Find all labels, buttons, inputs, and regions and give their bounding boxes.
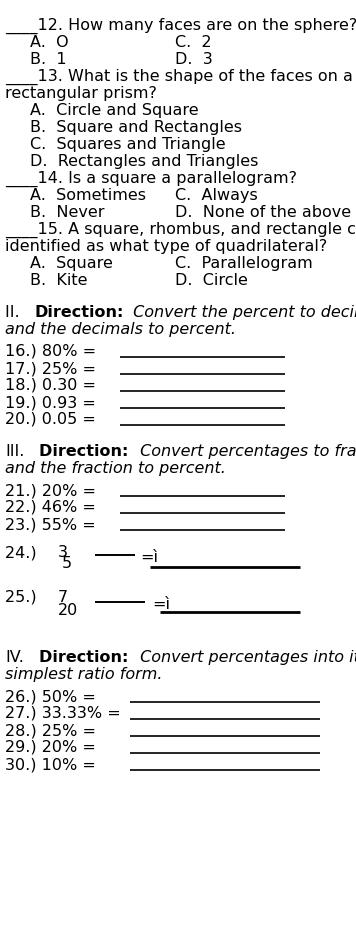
Text: 17.) 25% =: 17.) 25% =	[5, 361, 101, 376]
Text: Direction:: Direction:	[35, 305, 124, 320]
Text: B.  1: B. 1	[30, 52, 67, 67]
Text: A.  Circle and Square: A. Circle and Square	[30, 103, 199, 118]
Text: 16.) 80% =: 16.) 80% =	[5, 344, 101, 359]
Text: 22.) 46% =: 22.) 46% =	[5, 500, 101, 515]
Text: D.  Rectangles and Triangles: D. Rectangles and Triangles	[30, 154, 258, 169]
Text: ____13. What is the shape of the faces on a: ____13. What is the shape of the faces o…	[5, 69, 353, 85]
Text: A.  Square: A. Square	[30, 256, 113, 271]
Text: Direction:: Direction:	[39, 650, 134, 665]
Text: =ì: =ì	[152, 597, 170, 612]
Text: Convert the percent to decimals: Convert the percent to decimals	[128, 305, 356, 320]
Text: ____14. Is a square a parallelogram?: ____14. Is a square a parallelogram?	[5, 171, 297, 187]
Text: B.  Kite: B. Kite	[30, 273, 88, 288]
Text: B.  Never: B. Never	[30, 205, 105, 220]
Text: A.  O: A. O	[30, 35, 69, 50]
Text: 18.) 0.30 =: 18.) 0.30 =	[5, 378, 101, 393]
Text: identified as what type of quadrilateral?: identified as what type of quadrilateral…	[5, 239, 327, 254]
Text: ____15. A square, rhombus, and rectangle can be: ____15. A square, rhombus, and rectangle…	[5, 222, 356, 238]
Text: III.: III.	[5, 444, 24, 459]
Text: A.  Sometimes: A. Sometimes	[30, 188, 146, 203]
Text: 5: 5	[62, 556, 72, 571]
Text: 26.) 50% =: 26.) 50% =	[5, 689, 101, 704]
Text: 25.): 25.)	[5, 590, 42, 605]
Text: 3: 3	[58, 545, 68, 560]
Text: IV.: IV.	[5, 650, 24, 665]
Text: II.: II.	[5, 305, 25, 320]
Text: 29.) 20% =: 29.) 20% =	[5, 740, 101, 755]
Text: 20: 20	[58, 603, 78, 618]
Text: and the decimals to percent.: and the decimals to percent.	[5, 322, 236, 337]
Text: D.  Circle: D. Circle	[175, 273, 248, 288]
Text: C.  ParalleIogram: C. ParalleIogram	[175, 256, 313, 271]
Text: D.  None of the above: D. None of the above	[175, 205, 351, 220]
Text: C.  2: C. 2	[175, 35, 211, 50]
Text: Convert percentages into its: Convert percentages into its	[135, 650, 356, 665]
Text: 28.) 25% =: 28.) 25% =	[5, 723, 101, 738]
Text: =ì: =ì	[140, 550, 158, 565]
Text: 21.) 20% =: 21.) 20% =	[5, 483, 101, 498]
Text: C.  Squares and Triangle: C. Squares and Triangle	[30, 137, 226, 152]
Text: D.  3: D. 3	[175, 52, 213, 67]
Text: Direction:: Direction:	[39, 444, 134, 459]
Text: 19.) 0.93 =: 19.) 0.93 =	[5, 395, 101, 410]
Text: 27.) 33.33% =: 27.) 33.33% =	[5, 706, 126, 721]
Text: Convert percentages to fraction: Convert percentages to fraction	[135, 444, 356, 459]
Text: C.  Always: C. Always	[175, 188, 258, 203]
Text: B.  Square and Rectangles: B. Square and Rectangles	[30, 120, 242, 135]
Text: 20.) 0.05 =: 20.) 0.05 =	[5, 412, 101, 427]
Text: 7: 7	[58, 590, 68, 605]
Text: ____12. How many faces are on the sphere?: ____12. How many faces are on the sphere…	[5, 18, 356, 35]
Text: 30.) 10% =: 30.) 10% =	[5, 757, 101, 772]
Text: simplest ratio form.: simplest ratio form.	[5, 667, 162, 682]
Text: rectangular prism?: rectangular prism?	[5, 86, 157, 101]
Text: and the fraction to percent.: and the fraction to percent.	[5, 461, 226, 476]
Text: 23.) 55% =: 23.) 55% =	[5, 517, 101, 532]
Text: 24.): 24.)	[5, 545, 42, 560]
